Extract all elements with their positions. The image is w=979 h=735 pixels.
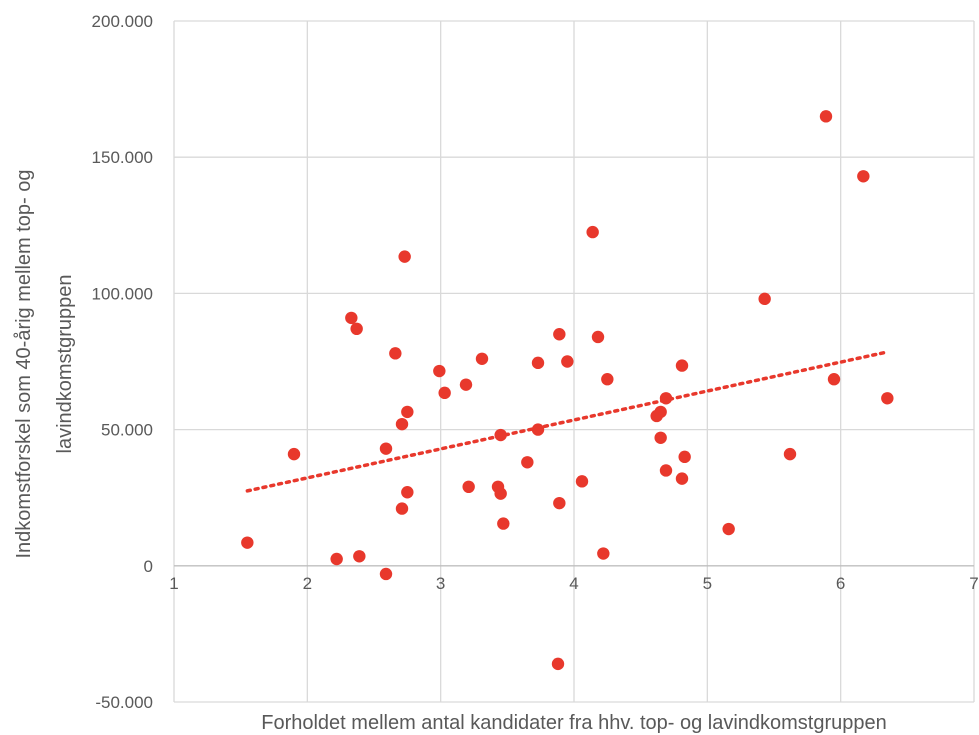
data-point [601, 373, 614, 386]
data-point [586, 225, 599, 239]
data-point [827, 373, 841, 386]
data-point [459, 378, 473, 391]
data-point [722, 522, 735, 536]
data-point [654, 405, 667, 419]
data-point [783, 447, 797, 461]
y-tick-label: -50.000 [95, 693, 153, 712]
data-point [497, 517, 510, 530]
data-point [494, 487, 507, 500]
data-point [462, 480, 475, 494]
x-tick-label: 2 [303, 574, 312, 593]
x-axis-title: Forholdet mellem antal kandidater fra hh… [261, 712, 887, 734]
x-tick-label: 7 [969, 574, 978, 593]
data-point [857, 170, 870, 183]
y-tick-label: 50.000 [101, 421, 153, 440]
data-point [553, 496, 566, 510]
data-point [659, 464, 673, 477]
data-point [881, 392, 894, 405]
data-point [758, 292, 771, 306]
data-point [659, 392, 673, 405]
data-point [241, 536, 254, 549]
x-tick-label: 6 [836, 574, 845, 593]
data-point [395, 417, 409, 431]
data-point [531, 423, 545, 436]
data-point [521, 456, 534, 469]
data-point [553, 328, 566, 341]
data-point [345, 311, 358, 325]
data-point [675, 472, 689, 485]
data-point [379, 567, 393, 581]
y-tick-label: 0 [144, 557, 153, 576]
axis-title-layer: Forholdet mellem antal kandidater fra hh… [13, 169, 887, 734]
y-axis-title-line-1: Indkomstforskel som 40-årig mellem top- … [13, 169, 35, 558]
x-tick-label: 5 [703, 574, 712, 593]
data-point [389, 347, 402, 360]
data-point [353, 550, 366, 563]
x-tick-label: 4 [569, 574, 578, 593]
data-point [350, 322, 363, 336]
x-tick-label: 3 [436, 574, 445, 593]
data-point [675, 359, 689, 372]
data-point [591, 330, 605, 344]
data-point [531, 356, 545, 370]
grid-layer [173, 20, 975, 703]
data-point [575, 475, 589, 488]
data-point [398, 250, 411, 263]
y-tick-label: 150.000 [92, 148, 153, 167]
y-axis-title-line-2: lavindkomstgruppen [54, 275, 76, 454]
x-tick-label: 1 [169, 574, 178, 593]
data-point [551, 657, 565, 671]
data-point [475, 352, 489, 365]
data-point [330, 552, 343, 566]
data-point [395, 502, 409, 515]
data-point [438, 386, 451, 400]
data-point [401, 405, 414, 419]
tick-label-layer: -50.000 0 50.000 100.000 150.000 200.000 1 2 3 4 5… [92, 12, 979, 712]
data-point [379, 442, 393, 455]
linear-trendline [245, 350, 890, 493]
data-point [494, 428, 507, 442]
data-point [287, 447, 301, 461]
trendline-layer [245, 350, 890, 493]
data-point [597, 547, 610, 560]
data-point [401, 486, 414, 499]
y-tick-label: 100.000 [92, 284, 153, 303]
data-point [819, 110, 833, 123]
data-point [654, 431, 667, 444]
y-tick-label: 200.000 [92, 12, 153, 31]
data-point [561, 355, 574, 368]
data-point-layer [241, 110, 894, 671]
data-point [678, 450, 691, 464]
data-point [433, 364, 446, 378]
